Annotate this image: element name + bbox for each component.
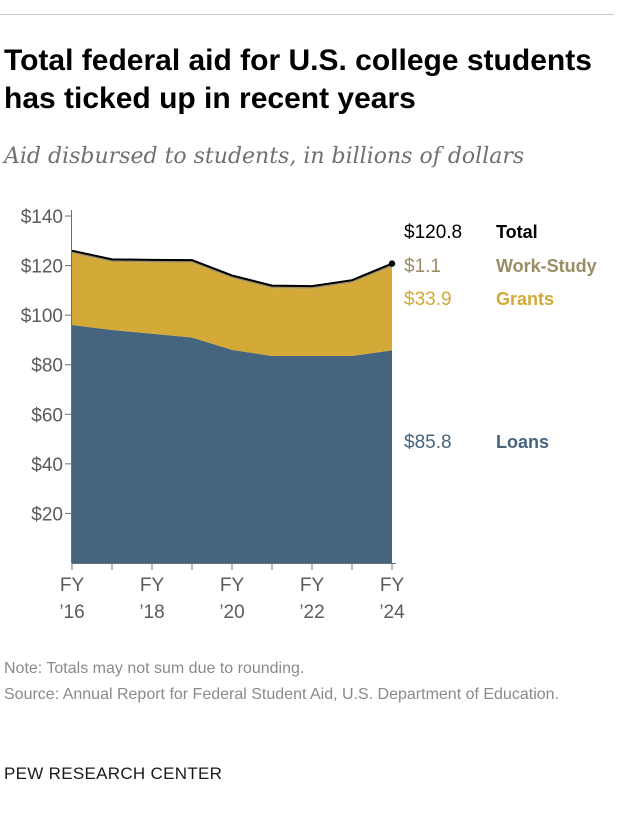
series-label-total: Total bbox=[496, 222, 538, 242]
value-label-work-study: $1.1 bbox=[404, 256, 441, 277]
x-tick-label: ’20 bbox=[219, 602, 244, 623]
top-divider bbox=[0, 14, 614, 15]
value-label-total: $120.8 bbox=[404, 222, 462, 243]
y-tick-label: $20 bbox=[31, 504, 63, 525]
chart-title: Total federal aid for U.S. college stude… bbox=[4, 44, 592, 115]
y-tick-label: $140 bbox=[21, 207, 63, 228]
stacked-area-chart: $20 $40 $60 $80 $100 $120 $140 FY ’16 FY ’18 FY ’20 F… bbox=[21, 207, 597, 623]
y-tick-label: $60 bbox=[31, 405, 63, 426]
value-label-grants: $33.9 bbox=[404, 289, 452, 310]
y-tick-label: $40 bbox=[31, 455, 63, 476]
series-label-grants: Grants bbox=[496, 289, 554, 309]
y-tick-label: $100 bbox=[21, 306, 63, 327]
x-tick-label: FY bbox=[140, 575, 165, 596]
area-loans bbox=[72, 325, 392, 563]
footnote: Note: Totals may not sum due to rounding… bbox=[4, 656, 604, 708]
total-line bbox=[71, 249, 393, 288]
x-tick-label: FY bbox=[220, 575, 245, 596]
area-grants bbox=[72, 253, 392, 357]
note-text: Note: Totals may not sum due to rounding… bbox=[4, 660, 305, 677]
x-tick-label: ’16 bbox=[59, 602, 84, 623]
x-tick-label: FY bbox=[380, 575, 405, 596]
x-tick-label: ’22 bbox=[299, 602, 324, 623]
chart-subtitle: Aid disbursed to students, in billions o… bbox=[4, 144, 525, 169]
total-end-point bbox=[388, 260, 396, 267]
value-label-loans: $85.8 bbox=[404, 432, 452, 453]
series-label-loans: Loans bbox=[496, 432, 549, 452]
y-tick-label: $120 bbox=[21, 257, 63, 278]
x-tick-label: ’24 bbox=[379, 602, 405, 623]
x-tick-label: ’18 bbox=[139, 602, 164, 623]
series-label-work-study: Work-Study bbox=[496, 256, 597, 276]
source-text: Source: Annual Report for Federal Studen… bbox=[4, 686, 559, 703]
x-tick-label: FY bbox=[60, 575, 85, 596]
y-tick-label: $80 bbox=[31, 356, 63, 377]
brand-logo-text: PEW RESEARCH CENTER bbox=[4, 764, 223, 783]
x-tick-label: FY bbox=[300, 575, 325, 596]
